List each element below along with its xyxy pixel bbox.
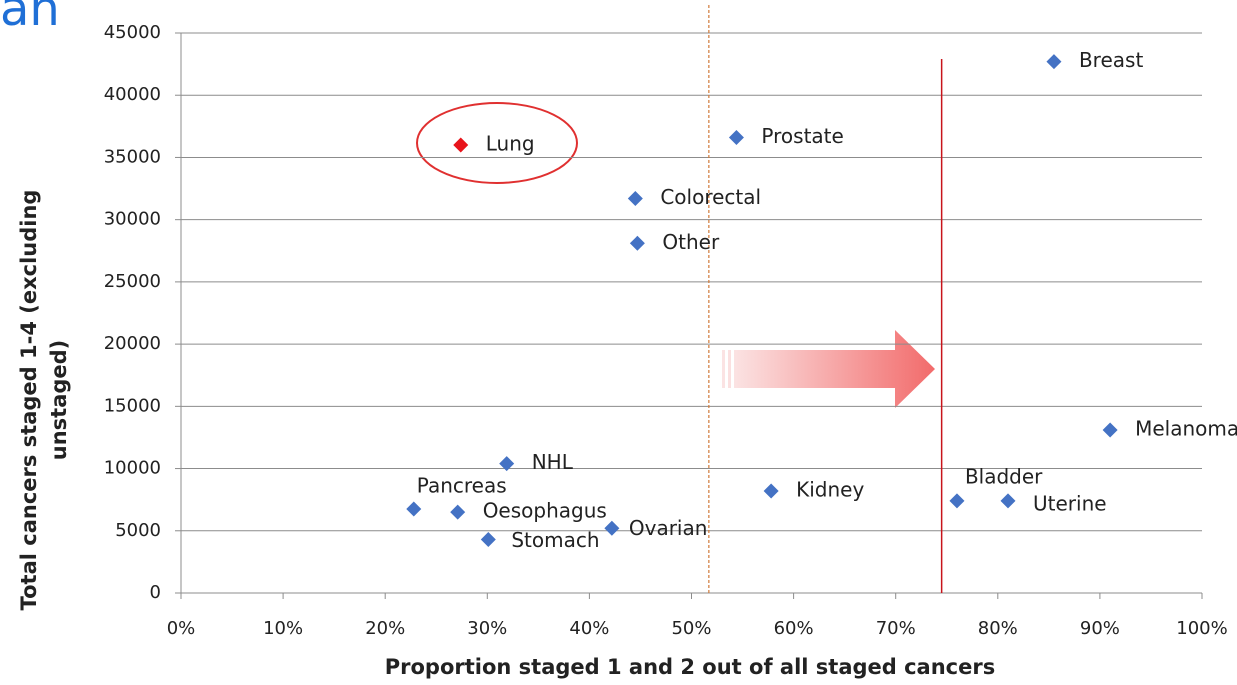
point — [949, 493, 965, 509]
highlight-ellipse — [416, 102, 578, 184]
x-tick-label: 90% — [1080, 618, 1120, 639]
point-label: Uterine — [1033, 491, 1107, 515]
y-tick-label: 20000 — [104, 333, 161, 354]
y-axis-title: unstaged) — [47, 340, 71, 461]
point-label: Stomach — [511, 528, 599, 552]
point — [499, 456, 515, 472]
point — [1046, 54, 1062, 70]
point-label: Kidney — [796, 477, 864, 501]
page-title: an — [0, 0, 60, 37]
x-tick-label: 50% — [671, 618, 711, 639]
arrow — [722, 330, 935, 408]
point — [604, 520, 620, 536]
point-label: Lung — [486, 132, 535, 156]
point — [629, 235, 645, 251]
x-tick-label: 80% — [978, 618, 1018, 639]
y-tick-label: 40000 — [104, 84, 161, 105]
y-axis-title: Total cancers staged 1-4 (excluding — [17, 190, 41, 611]
point — [1000, 493, 1016, 509]
x-tick-label: 0% — [167, 618, 196, 639]
point — [450, 504, 466, 520]
x-tick-label: 30% — [467, 618, 507, 639]
point — [763, 483, 779, 499]
x-tick-label: 20% — [365, 618, 405, 639]
y-tick-label: 35000 — [104, 146, 161, 167]
point-label: Other — [662, 230, 720, 254]
point-label: Ovarian — [629, 516, 708, 540]
point — [627, 191, 643, 207]
point — [1102, 422, 1118, 438]
point-label: Bladder — [965, 464, 1043, 488]
point-label: Oesophagus — [483, 499, 607, 523]
x-tick-label: 100% — [1176, 618, 1227, 639]
y-tick-label: 0 — [150, 582, 161, 603]
point — [480, 531, 496, 547]
point-label: NHL — [532, 450, 574, 474]
x-tick-label: 60% — [774, 618, 814, 639]
y-tick-label: 25000 — [104, 271, 161, 292]
point-label: Melanoma — [1135, 416, 1237, 440]
x-tick-label: 40% — [569, 618, 609, 639]
y-tick-label: 30000 — [104, 209, 161, 230]
point — [453, 137, 469, 153]
y-tick-label: 5000 — [115, 520, 161, 541]
point-label: Pancreas — [417, 474, 507, 498]
x-tick-label: 10% — [263, 618, 303, 639]
point-label: Prostate — [761, 124, 843, 148]
point-label: Colorectal — [660, 185, 761, 209]
y-tick-label: 45000 — [104, 22, 161, 43]
x-axis-title: Proportion staged 1 and 2 out of all sta… — [385, 655, 995, 679]
point — [728, 130, 744, 146]
y-tick-label: 10000 — [104, 458, 161, 479]
point-label: Breast — [1079, 48, 1143, 72]
point — [406, 501, 422, 517]
x-tick-label: 70% — [876, 618, 916, 639]
y-tick-label: 15000 — [104, 395, 161, 416]
